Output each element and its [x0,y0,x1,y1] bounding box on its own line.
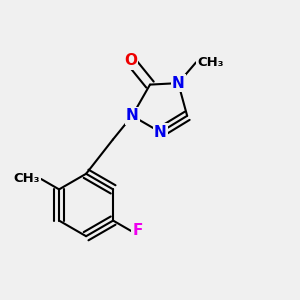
Text: N: N [126,108,139,123]
Text: F: F [133,224,143,238]
Text: N: N [154,125,167,140]
Text: CH₃: CH₃ [198,56,224,69]
Text: CH₃: CH₃ [13,172,40,185]
Text: N: N [172,76,184,91]
Text: O: O [124,53,137,68]
